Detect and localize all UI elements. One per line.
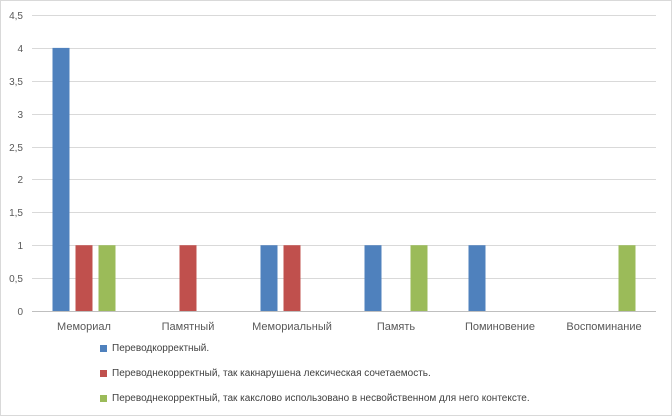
bar	[75, 245, 93, 311]
legend-item: Переводкорректный.	[100, 342, 530, 355]
y-tick-label: 4,5	[9, 11, 23, 22]
y-tick-label: 3	[17, 110, 23, 121]
legend-swatch	[100, 345, 107, 352]
x-tick-label: Память	[377, 321, 416, 333]
legend-swatch	[100, 395, 107, 402]
bar	[364, 245, 382, 311]
y-tick-label: 3,5	[9, 77, 23, 88]
bar	[98, 245, 116, 311]
legend-label: Переводнекорректный, так какнарушена лек…	[112, 368, 431, 379]
bar	[260, 245, 278, 311]
legend: Переводкорректный. Переводнекорректный, …	[100, 342, 530, 417]
bar	[618, 245, 636, 311]
legend-item: Переводнекорректный, так какнарушена лек…	[100, 367, 530, 380]
y-tick-label: 1	[17, 241, 23, 252]
y-tick-label: 2	[17, 175, 23, 186]
bar	[468, 245, 486, 311]
legend-label: Переводкорректный.	[112, 343, 210, 354]
x-tick-label: Мемориал	[57, 321, 111, 333]
y-tick-label: 0	[17, 307, 23, 318]
legend-swatch	[100, 370, 107, 377]
legend-label: Переводнекорректный, так какслово исполь…	[112, 393, 530, 404]
bar	[410, 245, 428, 311]
legend-item: Переводнекорректный, так какслово исполь…	[100, 392, 530, 405]
y-tick-label: 0,5	[9, 274, 23, 285]
y-tick-label: 2,5	[9, 143, 23, 154]
x-tick-label: Мемориальный	[252, 321, 332, 333]
bar	[52, 47, 70, 312]
bar	[179, 245, 197, 311]
y-tick-label: 1,5	[9, 208, 23, 219]
x-tick-label: Поминовение	[465, 321, 535, 333]
bar	[283, 245, 301, 311]
x-tick-label: Памятный	[162, 321, 215, 333]
y-tick-label: 4	[17, 44, 23, 55]
x-tick-label: Воспоминание	[566, 321, 641, 333]
